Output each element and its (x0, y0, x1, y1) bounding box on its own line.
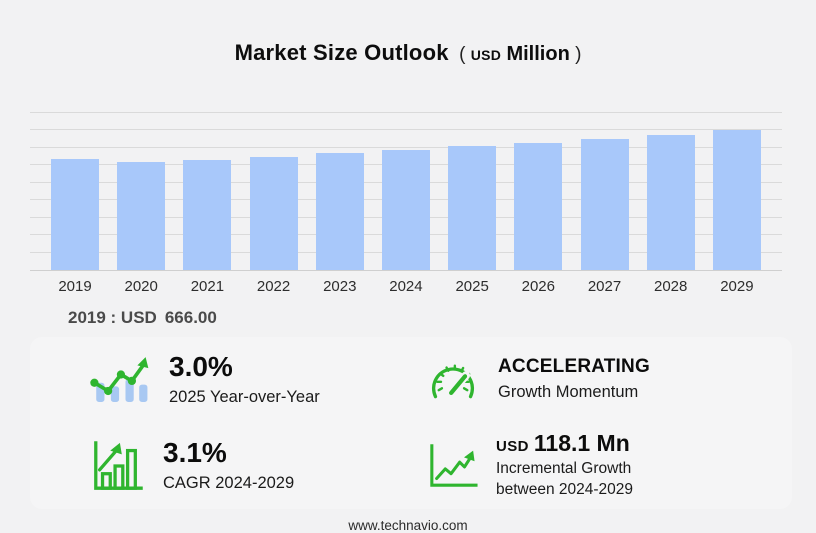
bar-2023 (315, 152, 364, 270)
unit-currency: USD (470, 47, 502, 63)
yoy-trend-icon (88, 354, 152, 406)
cagr-bar-chart-icon (88, 439, 146, 493)
x-axis-label-2025: 2025 (455, 278, 489, 295)
stats-panel: 3.0% 2025 Year-over-Year (30, 337, 792, 509)
x-axis-label-2027: 2027 (587, 278, 622, 295)
unit-word: Million (506, 43, 570, 65)
gauge-icon (425, 356, 481, 404)
gridline (30, 129, 782, 130)
bar-2021 (183, 159, 232, 270)
x-axis-labels: 2019 2020 2021 2022 2023 2024 2025 2026 2027 2028… (30, 271, 782, 295)
stat-momentum: ACCELERATING Growth Momentum (411, 337, 792, 423)
plot-area (30, 111, 782, 271)
stat-momentum-label: Growth Momentum (498, 382, 639, 401)
bar-2020 (117, 161, 166, 270)
bar-2024 (381, 149, 430, 270)
stat-yoy-label: 2025 Year-over-Year (169, 387, 320, 406)
chart-title: Market Size Outlook ( USD Million ) (0, 0, 816, 106)
incremental-growth-icon (425, 442, 479, 490)
stat-cagr: 3.1% CAGR 2024-2029 (30, 423, 411, 509)
gridline (30, 146, 782, 148)
stat-incremental-label: Incremental Growth between 2024-2029 (496, 460, 634, 499)
x-axis-label-2021: 2021 (190, 278, 225, 295)
bar-2025 (448, 146, 497, 270)
stat-incremental-currency: USD (496, 437, 529, 455)
bar-chart: 2019 2020 2021 2022 2023 2024 2025 2026 2027 2028… (30, 111, 782, 295)
bar-2019 (51, 159, 99, 270)
footer-url: www.technavio.com (348, 518, 468, 533)
bar-2029 (712, 130, 761, 270)
stat-momentum-value: ACCELERATING (498, 355, 650, 377)
bar-2027 (580, 138, 629, 270)
x-axis-label-2028: 2028 (654, 278, 688, 295)
x-axis-label-2019: 2019 (58, 278, 92, 295)
x-axis-label-2020: 2020 (124, 278, 158, 295)
x-axis-label-2023: 2023 (323, 278, 357, 295)
base-year-note: 2019 : USD 666.00 (68, 308, 217, 327)
stat-cagr-value: 3.1% (163, 436, 227, 468)
chart-title-unit: ( USD Million ) (459, 43, 582, 65)
stat-cagr-label: CAGR 2024-2029 (163, 473, 295, 492)
stat-yoy-value: 3.0% (169, 350, 233, 382)
gridline (30, 111, 782, 113)
x-axis-label-2022: 2022 (256, 278, 291, 295)
stat-incremental-value: USD 118.1 Mn (496, 429, 630, 456)
bar-2028 (646, 134, 695, 270)
stat-incremental: USD 118.1 Mn Incremental Growth between 2… (411, 423, 792, 509)
bar-2026 (514, 142, 563, 270)
chart-title-text: Market Size Outlook (234, 40, 449, 65)
x-axis-label-2029: 2029 (720, 278, 754, 295)
bar-2022 (249, 156, 298, 270)
x-axis-label-2024: 2024 (389, 278, 423, 295)
stat-yoy: 3.0% 2025 Year-over-Year (30, 337, 411, 423)
x-axis-label-2026: 2026 (521, 278, 555, 295)
bar-series (30, 112, 782, 270)
